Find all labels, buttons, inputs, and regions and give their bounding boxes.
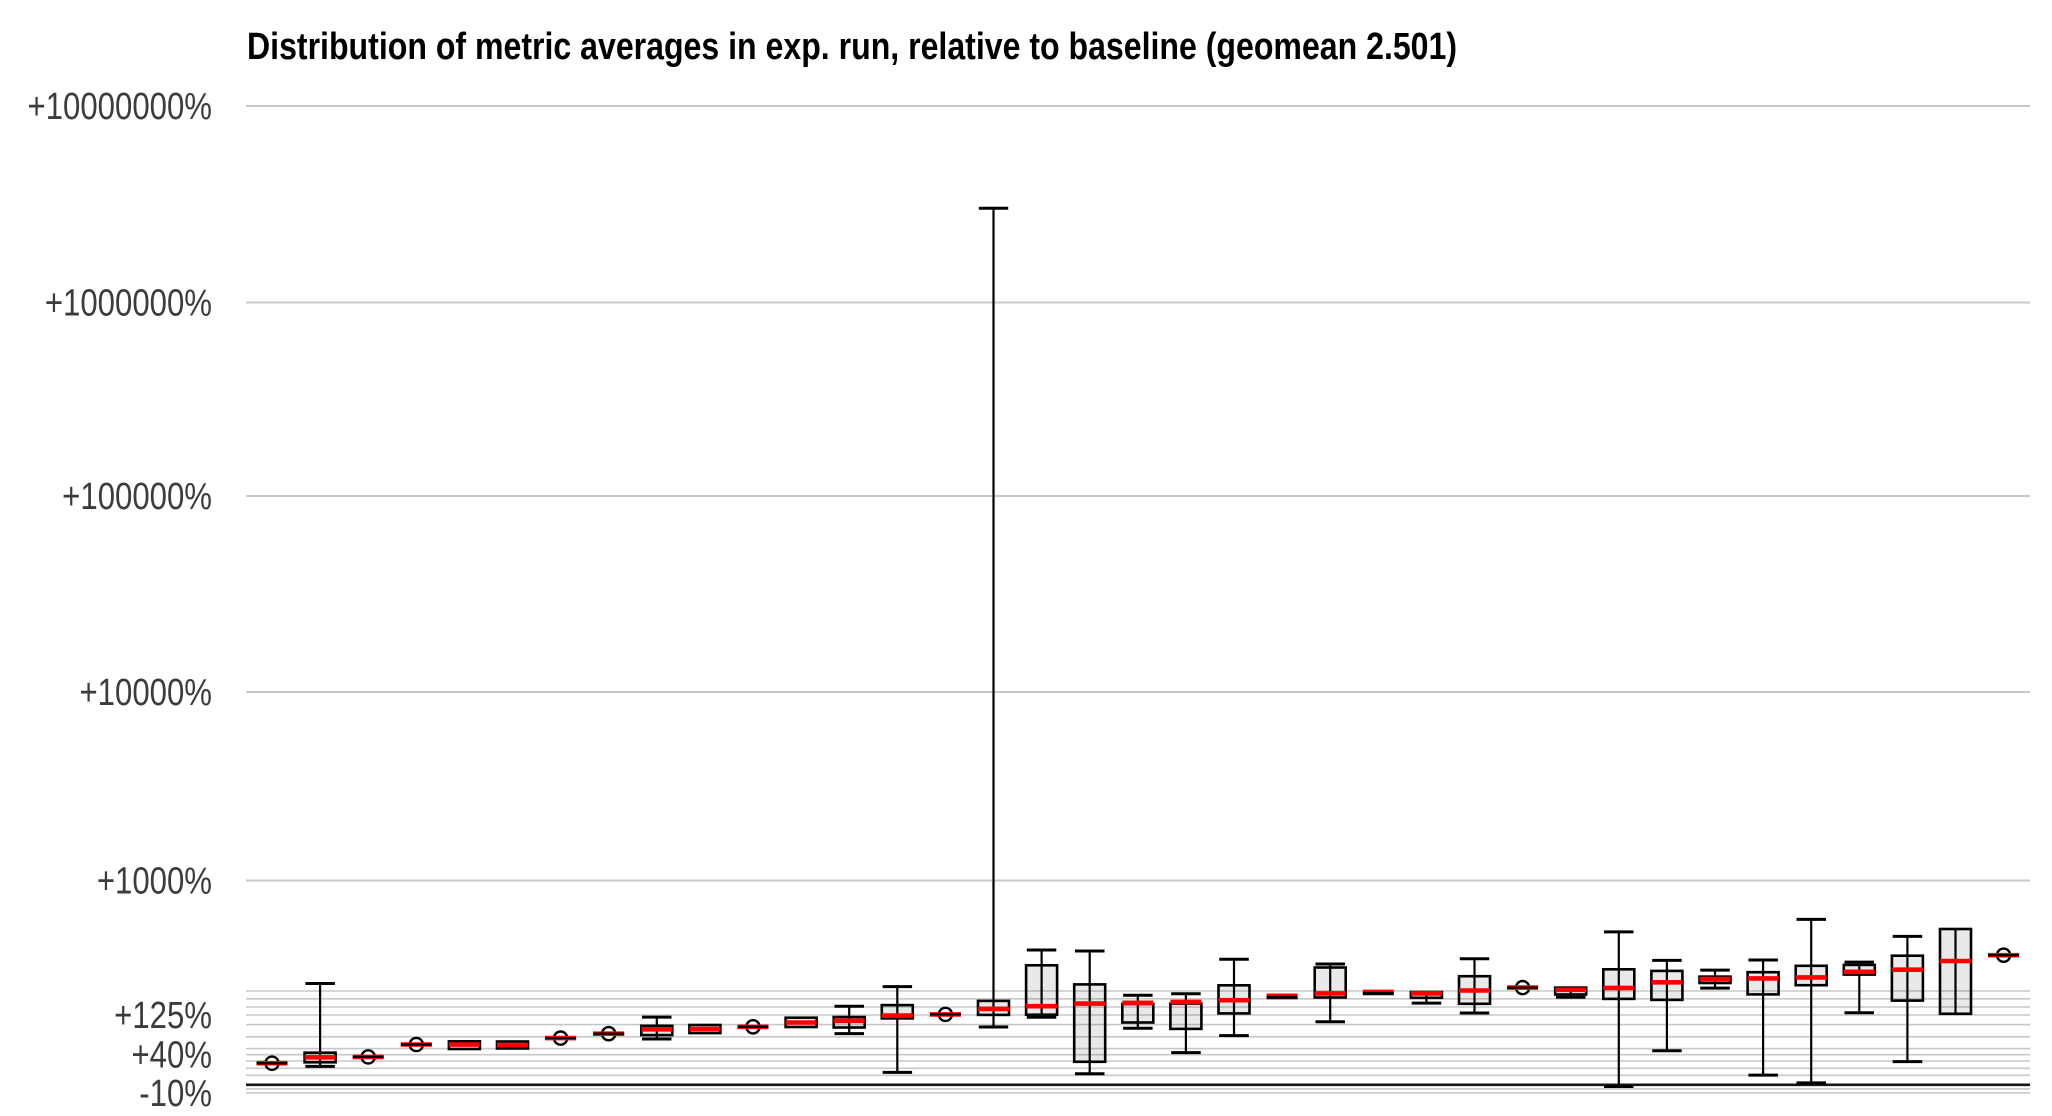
svg-text:+125%: +125% — [114, 995, 212, 1037]
svg-text:+1000%: +1000% — [97, 861, 212, 903]
svg-text:+1000000%: +1000000% — [45, 283, 212, 325]
svg-text:+100000%: +100000% — [62, 476, 212, 518]
svg-text:+10000%: +10000% — [79, 672, 212, 714]
svg-text:Distribution of metric average: Distribution of metric averages in exp. … — [247, 26, 1457, 68]
svg-text:+10000000%: +10000000% — [28, 86, 212, 128]
svg-text:+40%: +40% — [131, 1035, 212, 1077]
svg-text:-10%: -10% — [139, 1073, 212, 1115]
